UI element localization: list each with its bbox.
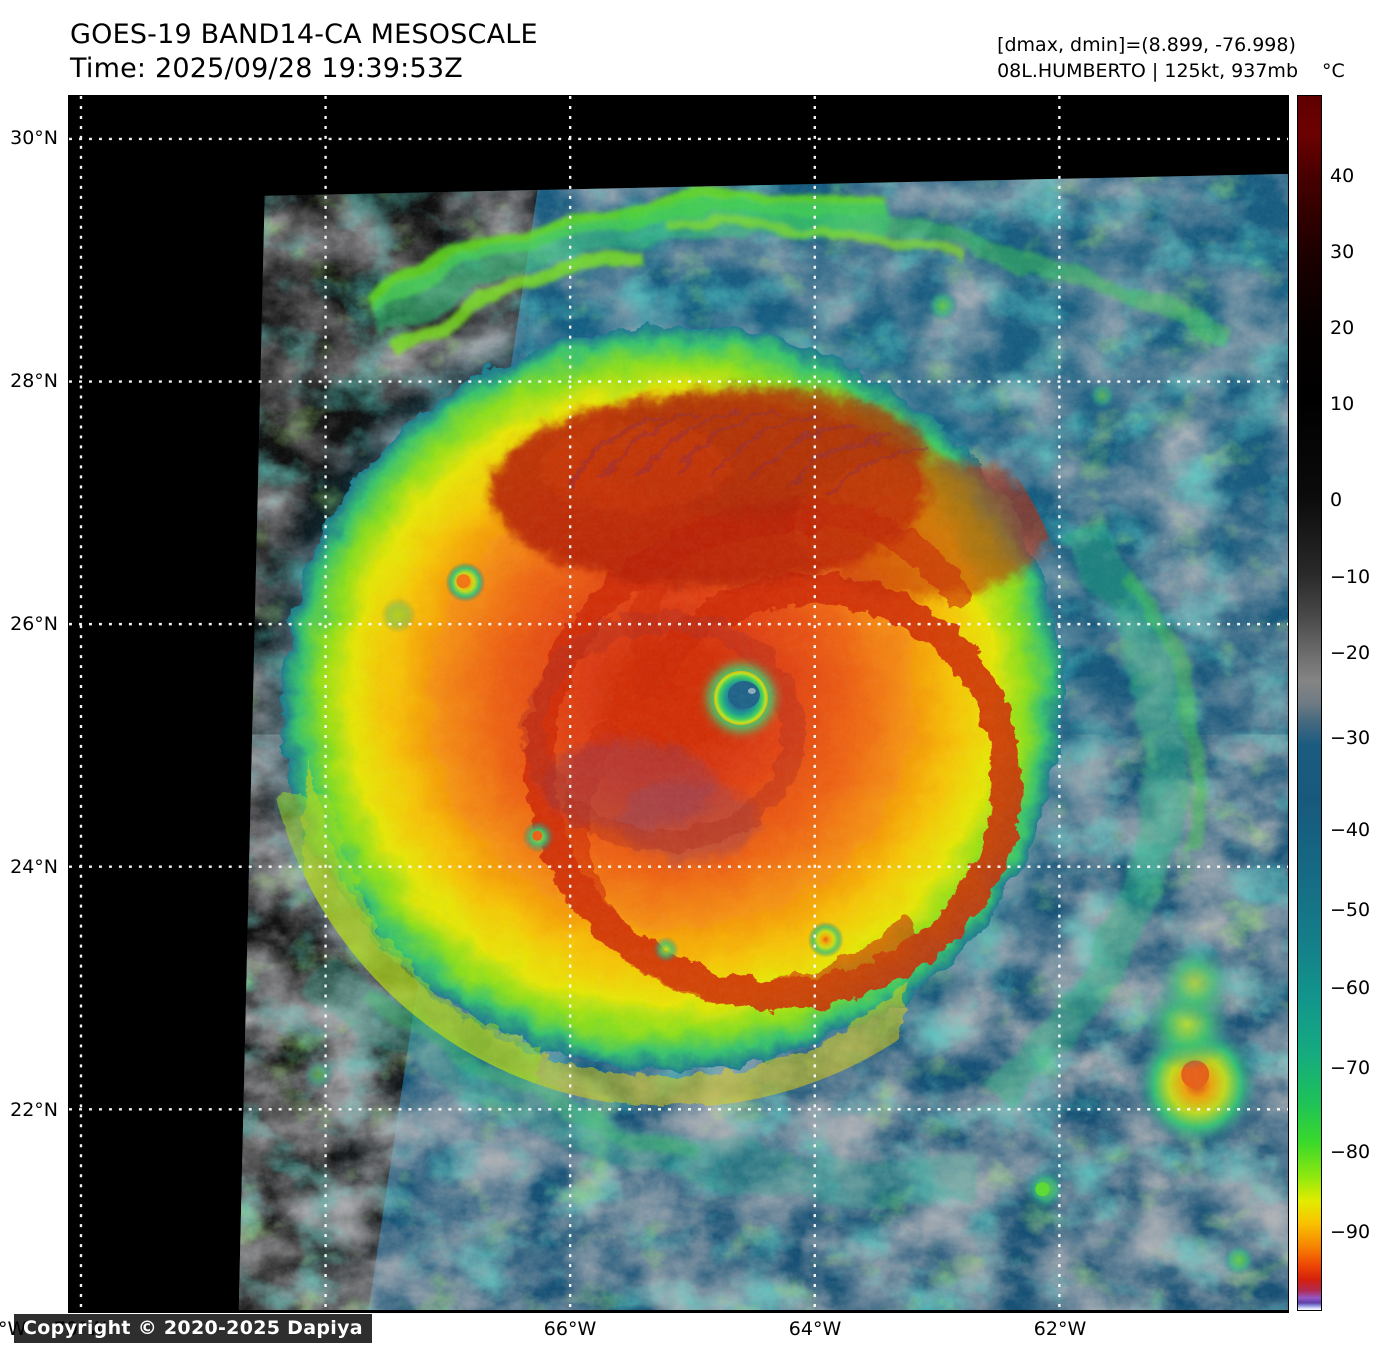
cbar-tick-m20: −20 [1330,642,1371,664]
cbar-tick-0: 0 [1330,489,1343,511]
cbar-tick-m40: −40 [1330,819,1371,841]
lat-lon-grid [69,96,1288,1310]
product-title: GOES-19 BAND14-CA MESOSCALE [70,19,538,50]
y-tick-30n: 30°N [10,127,58,149]
cbar-tick-m10: −10 [1330,566,1371,588]
y-tick-28n: 28°N [10,370,58,392]
metadata-block: [dmax, dmin]=(8.899, -76.998) 08L.HUMBER… [997,32,1298,84]
y-tick-22n: 22°N [10,1099,58,1121]
storm-info-label: 08L.HUMBERTO | 125kt, 937mb [997,60,1298,82]
y-tick-24n: 24°N [10,856,58,878]
temperature-colorbar [1297,95,1322,1311]
cbar-tick-m70: −70 [1330,1057,1371,1079]
x-tick-66w: 66°W [543,1318,597,1340]
colorbar-unit-label: °C [1322,60,1345,82]
y-tick-26n: 26°N [10,613,58,635]
cbar-tick-m50: −50 [1330,899,1371,921]
cbar-tick-m30: −30 [1330,727,1371,749]
page-title: GOES-19 BAND14-CA MESOSCALE Time: 2025/0… [70,18,538,86]
cbar-tick-20: 20 [1330,317,1355,339]
cbar-tick-m60: −60 [1330,977,1371,999]
cbar-tick-10: 10 [1330,393,1355,415]
data-range-label: [dmax, dmin]=(8.899, -76.998) [997,34,1296,56]
cbar-tick-m80: −80 [1330,1141,1371,1163]
cbar-tick-40: 40 [1330,165,1355,187]
cbar-tick-m90: −90 [1330,1221,1371,1243]
x-tick-64w: 64°W [788,1318,842,1340]
x-axis-line [68,1311,1289,1313]
satellite-image-plot[interactable] [68,95,1289,1311]
copyright-watermark: Copyright © 2020-2025 Dapiya [14,1314,372,1343]
cbar-tick-30: 30 [1330,241,1355,263]
timestamp-label: Time: 2025/09/28 19:39:53Z [70,53,463,84]
x-tick-62w: 62°W [1033,1318,1087,1340]
